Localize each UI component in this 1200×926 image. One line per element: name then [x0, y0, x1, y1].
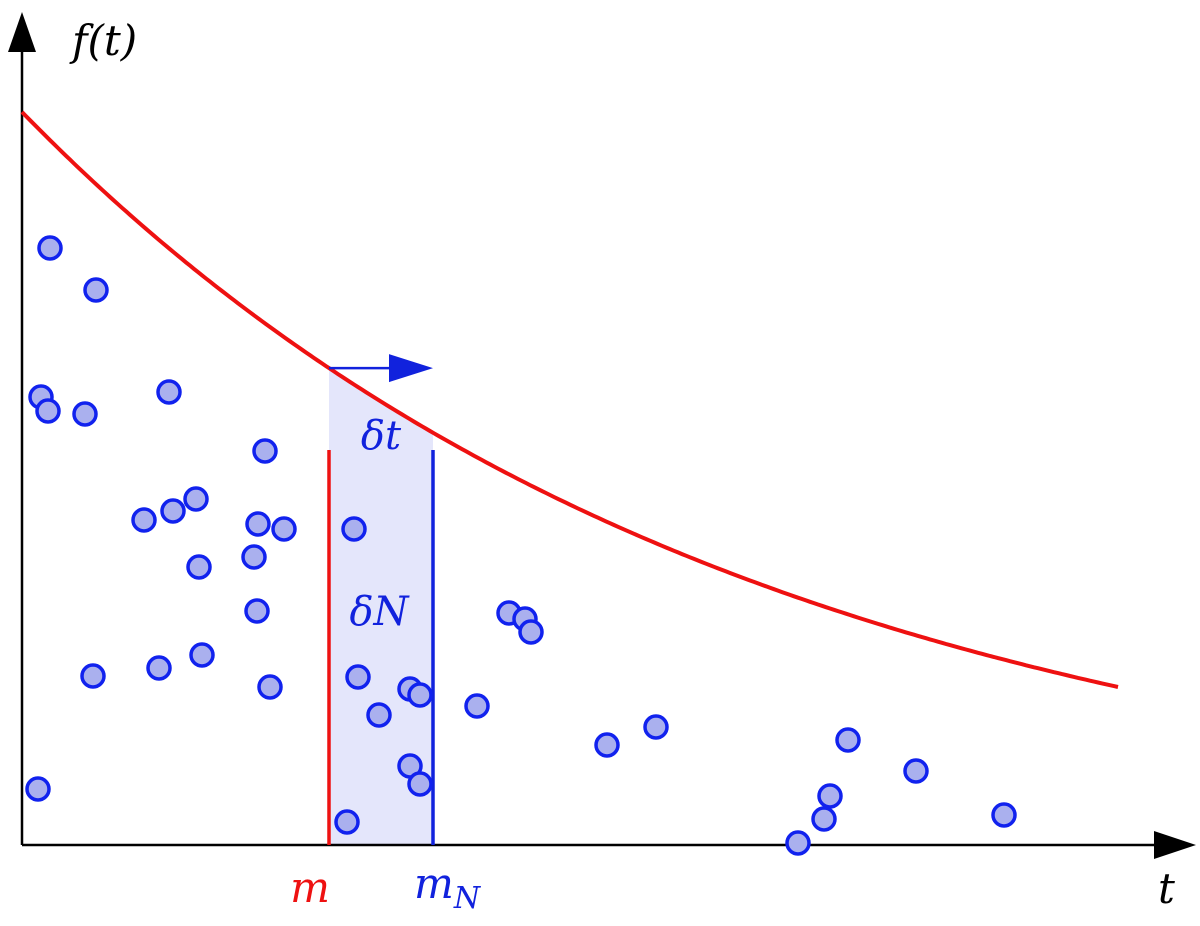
data-point-8	[131, 507, 157, 533]
data-point-14	[186, 554, 212, 580]
delta-n-band	[329, 368, 433, 845]
decay-curve	[20, 110, 1119, 689]
data-point-33	[594, 732, 620, 758]
delta-n-label: δN	[349, 589, 410, 635]
y-axis-arrowhead	[8, 12, 36, 52]
marker-label-mn: mN	[414, 859, 482, 916]
x-axis-arrowhead	[1154, 831, 1196, 859]
data-point-29	[464, 693, 490, 719]
data-point-16	[341, 516, 367, 542]
marker-label-m: m	[290, 863, 330, 912]
data-point-10	[183, 486, 209, 512]
data-point-32	[518, 619, 544, 645]
data-point-20	[257, 674, 283, 700]
data-point-18	[146, 655, 172, 681]
data-point-37	[817, 783, 843, 809]
data-point-22	[345, 664, 371, 690]
data-point-9	[160, 498, 186, 524]
data-points	[25, 235, 1017, 856]
delta-t-arrowhead	[389, 354, 433, 383]
x-axis-label: t	[1158, 864, 1175, 913]
data-point-40	[991, 802, 1017, 828]
data-point-34	[643, 714, 669, 740]
data-point-23	[366, 702, 392, 728]
data-point-11	[245, 511, 271, 537]
data-point-13	[241, 544, 267, 570]
data-point-6	[156, 379, 182, 405]
data-point-25	[407, 682, 433, 708]
data-point-21	[25, 776, 51, 802]
data-point-19	[189, 642, 215, 668]
marker-label-mn-subscript: N	[453, 881, 482, 916]
delta-t-label: δt	[361, 413, 402, 459]
data-point-5	[72, 401, 98, 427]
data-point-27	[407, 771, 433, 797]
data-point-35	[785, 830, 811, 856]
data-point-39	[903, 758, 929, 784]
data-point-15	[244, 598, 270, 624]
data-point-4	[35, 398, 61, 424]
data-point-2	[83, 277, 109, 303]
data-point-7	[252, 438, 278, 464]
data-point-36	[811, 806, 837, 832]
data-point-38	[835, 727, 861, 753]
data-point-1	[37, 235, 63, 261]
data-point-17	[80, 663, 106, 689]
y-axis-label: f(t)	[69, 16, 137, 65]
data-point-28	[334, 809, 360, 835]
data-point-12	[271, 516, 297, 542]
marker-label-mn-base: m	[414, 859, 454, 908]
